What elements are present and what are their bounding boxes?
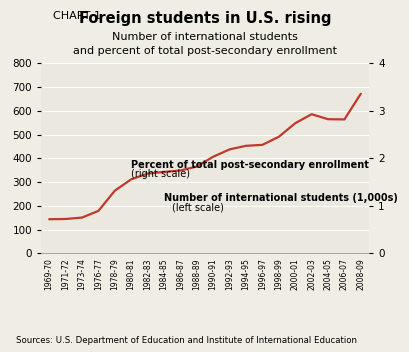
Text: Number of international students (1,000s): Number of international students (1,000s… (164, 193, 397, 203)
Text: CHART 1: CHART 1 (53, 11, 101, 20)
Text: Number of international students: Number of international students (112, 32, 297, 42)
Text: (left scale): (left scale) (172, 203, 224, 213)
Text: (right scale): (right scale) (131, 169, 190, 180)
Text: Foreign students in U.S. rising: Foreign students in U.S. rising (79, 11, 330, 26)
Text: Sources: U.S. Department of Education and Institute of International Education: Sources: U.S. Department of Education an… (16, 336, 357, 345)
Text: Percent of total post-secondary enrollment: Percent of total post-secondary enrollme… (131, 160, 368, 170)
Text: and percent of total post-secondary enrollment: and percent of total post-secondary enro… (73, 46, 336, 56)
